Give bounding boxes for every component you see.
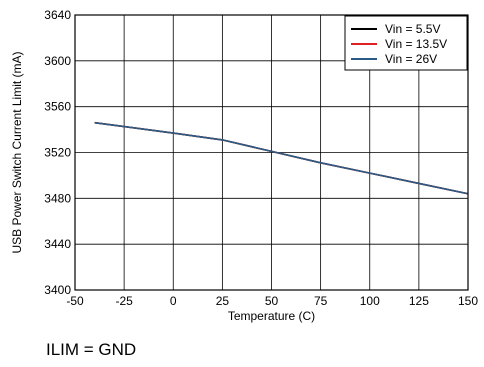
x-tick-label: -25 (115, 294, 133, 308)
series-line-1 (94, 121, 469, 195)
y-tick-label: 3520 (44, 146, 71, 160)
x-axis-label: Temperature (C) (228, 309, 315, 323)
y-tick-label: 3560 (44, 100, 71, 114)
y-tick-label: 3400 (44, 283, 71, 297)
ilim-caption: ILIM = GND (46, 340, 137, 359)
y-tick-label: 3600 (44, 54, 71, 68)
x-tick-label: 0 (170, 294, 177, 308)
legend-label: Vin = 13.5V (385, 37, 447, 51)
x-tick-label: 100 (360, 294, 380, 308)
series-line-2 (94, 121, 469, 195)
plot-frame (74, 14, 469, 291)
x-tick-label: -50 (66, 294, 84, 308)
series-lines (94, 121, 469, 195)
x-tick-labels: -50 -25 0 25 50 75 100 125 150 (66, 294, 478, 308)
y-axis-label: USB Power Switch Current Limit (mA) (10, 51, 24, 253)
x-tick-label: 150 (458, 294, 478, 308)
y-tick-label: 3440 (44, 237, 71, 251)
x-tick-label: 125 (409, 294, 429, 308)
x-tick-label: 50 (265, 294, 279, 308)
series-line-3 (94, 121, 469, 195)
legend-label: Vin = 26V (385, 52, 437, 66)
legend-label: Vin = 5.5V (385, 22, 441, 36)
y-tick-labels: 3400 3440 3480 3520 3560 3600 3640 (44, 8, 71, 297)
x-tick-label: 75 (314, 294, 328, 308)
x-tick-label: 25 (216, 294, 230, 308)
grid (74, 14, 469, 291)
y-tick-label: 3480 (44, 191, 71, 205)
y-tick-label: 3640 (44, 8, 71, 22)
